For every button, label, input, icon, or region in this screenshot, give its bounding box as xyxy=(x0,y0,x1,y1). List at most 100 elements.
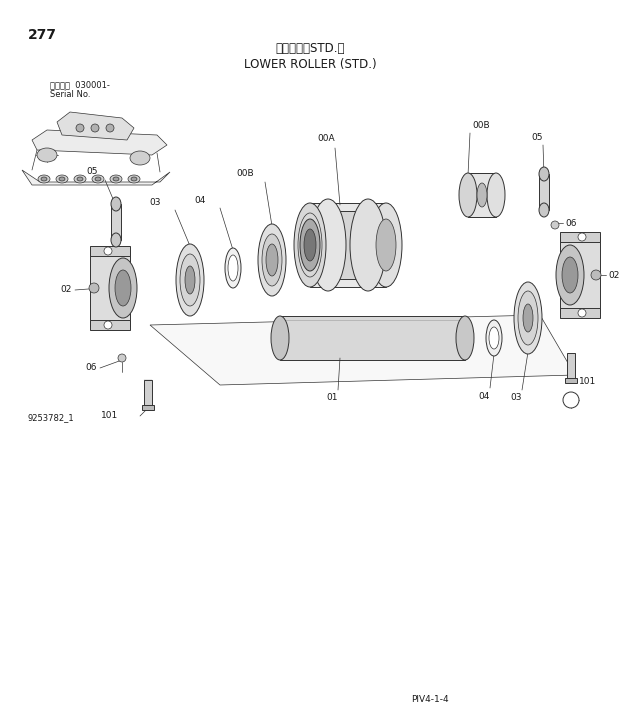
Ellipse shape xyxy=(76,124,84,132)
Ellipse shape xyxy=(551,221,559,229)
Ellipse shape xyxy=(486,320,502,356)
Polygon shape xyxy=(57,112,134,140)
Ellipse shape xyxy=(539,167,549,181)
Ellipse shape xyxy=(456,316,474,360)
Bar xyxy=(560,308,600,318)
Ellipse shape xyxy=(376,219,396,271)
Ellipse shape xyxy=(106,124,114,132)
Ellipse shape xyxy=(489,327,499,349)
Ellipse shape xyxy=(477,183,487,207)
Text: PIV4-1-4: PIV4-1-4 xyxy=(411,695,449,704)
Ellipse shape xyxy=(562,257,578,293)
Ellipse shape xyxy=(306,235,314,255)
Ellipse shape xyxy=(591,270,601,280)
Ellipse shape xyxy=(518,291,538,345)
Text: 101: 101 xyxy=(100,411,118,421)
Ellipse shape xyxy=(302,223,318,267)
Ellipse shape xyxy=(300,219,320,271)
Text: 00B: 00B xyxy=(472,121,490,130)
Text: 04: 04 xyxy=(478,392,490,401)
Ellipse shape xyxy=(115,270,131,306)
Ellipse shape xyxy=(104,247,112,255)
Bar xyxy=(90,320,130,330)
Ellipse shape xyxy=(266,244,278,276)
Text: 04: 04 xyxy=(194,196,206,205)
Ellipse shape xyxy=(578,233,586,241)
Ellipse shape xyxy=(578,309,586,317)
Bar xyxy=(560,232,600,242)
Ellipse shape xyxy=(74,175,86,183)
Ellipse shape xyxy=(113,177,119,181)
Bar xyxy=(539,174,549,210)
Ellipse shape xyxy=(130,151,150,165)
Bar xyxy=(90,246,130,256)
Bar xyxy=(468,173,496,217)
Ellipse shape xyxy=(225,248,241,288)
Text: 06: 06 xyxy=(86,363,97,373)
Ellipse shape xyxy=(109,258,137,318)
Ellipse shape xyxy=(41,177,47,181)
Ellipse shape xyxy=(185,266,195,294)
Ellipse shape xyxy=(556,245,584,305)
Polygon shape xyxy=(90,250,130,326)
Bar xyxy=(280,316,465,360)
Ellipse shape xyxy=(180,254,200,306)
Text: 9253782_1: 9253782_1 xyxy=(28,413,74,422)
Text: 277: 277 xyxy=(28,28,57,42)
Ellipse shape xyxy=(77,177,83,181)
Text: 下ローラ（STD.）: 下ローラ（STD.） xyxy=(275,42,345,55)
Ellipse shape xyxy=(262,234,282,286)
Ellipse shape xyxy=(294,203,326,287)
Text: Serial No.: Serial No. xyxy=(50,90,91,99)
Text: 適用号機  030001-: 適用号機 030001- xyxy=(50,80,110,89)
Ellipse shape xyxy=(111,233,121,247)
Bar xyxy=(264,238,280,282)
Ellipse shape xyxy=(523,304,533,332)
Bar xyxy=(142,405,154,410)
Bar xyxy=(144,380,152,406)
Ellipse shape xyxy=(487,173,505,217)
Text: 02: 02 xyxy=(61,285,72,295)
Polygon shape xyxy=(150,315,575,385)
Ellipse shape xyxy=(459,173,477,217)
Ellipse shape xyxy=(128,175,140,183)
Text: 05: 05 xyxy=(86,167,98,176)
Bar xyxy=(567,353,575,379)
Ellipse shape xyxy=(89,283,99,293)
Text: 03: 03 xyxy=(510,393,522,402)
Ellipse shape xyxy=(370,203,402,287)
Ellipse shape xyxy=(38,175,50,183)
Ellipse shape xyxy=(110,175,122,183)
Ellipse shape xyxy=(104,321,112,329)
Polygon shape xyxy=(32,130,167,155)
Polygon shape xyxy=(560,237,600,313)
Ellipse shape xyxy=(304,229,316,261)
Text: 06: 06 xyxy=(565,219,577,227)
Ellipse shape xyxy=(131,177,137,181)
Bar xyxy=(328,211,368,279)
Text: 00B: 00B xyxy=(236,169,254,178)
Ellipse shape xyxy=(350,199,386,291)
Text: 03: 03 xyxy=(149,198,161,207)
Ellipse shape xyxy=(118,354,126,362)
Ellipse shape xyxy=(95,177,101,181)
Ellipse shape xyxy=(271,316,289,360)
Text: 00A: 00A xyxy=(317,134,335,143)
Ellipse shape xyxy=(514,282,542,354)
Ellipse shape xyxy=(228,255,238,281)
Polygon shape xyxy=(22,170,170,185)
Ellipse shape xyxy=(310,199,346,291)
Bar xyxy=(111,204,121,240)
Text: 05: 05 xyxy=(531,133,542,142)
Ellipse shape xyxy=(539,203,549,217)
Ellipse shape xyxy=(59,177,65,181)
Text: LOWER ROLLER (STD.): LOWER ROLLER (STD.) xyxy=(244,58,376,71)
Ellipse shape xyxy=(258,224,286,296)
Text: 101: 101 xyxy=(579,377,596,387)
Ellipse shape xyxy=(56,175,68,183)
Ellipse shape xyxy=(92,175,104,183)
Bar xyxy=(565,378,577,383)
Ellipse shape xyxy=(37,148,57,162)
Ellipse shape xyxy=(176,244,204,316)
Ellipse shape xyxy=(91,124,99,132)
